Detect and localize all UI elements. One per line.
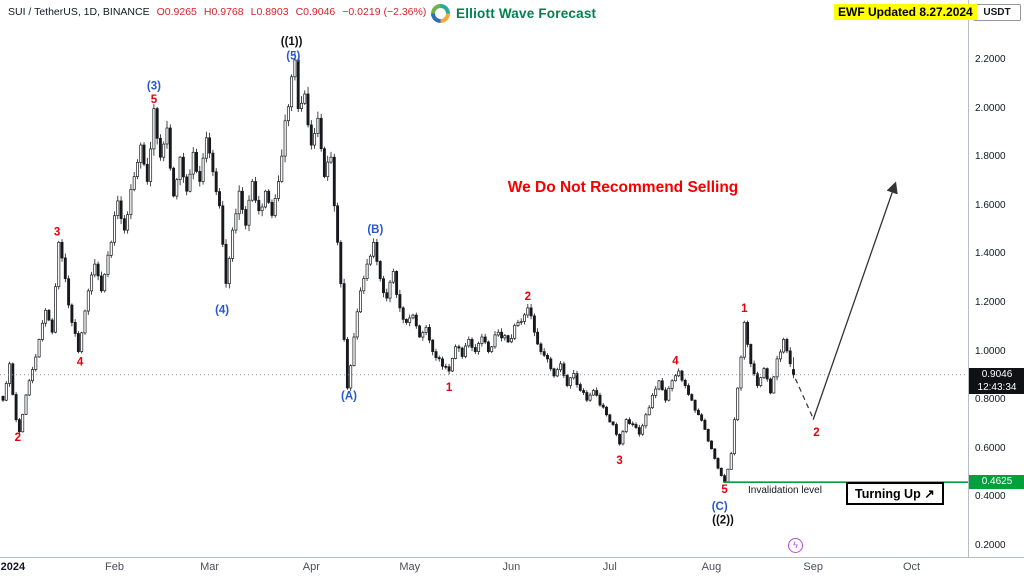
ohlc-high: H0.9768 [203,6,244,18]
price-tick-label: 2.2000 [975,54,1006,65]
current-price-value: 0.9046 [981,368,1013,380]
svg-text:(C): (C) [712,501,728,513]
svg-text:1: 1 [741,303,748,315]
ohlc-low: L0.8903 [250,6,289,18]
price-tick-label: 1.2000 [975,297,1006,308]
ohlc-open: O0.9265 [156,6,197,18]
brand-pie-icon [431,4,450,23]
price-tick-label: 0.8000 [975,394,1006,406]
svg-text:4: 4 [77,357,84,369]
svg-text:(A): (A) [341,391,357,403]
brand-logo: Elliott Wave Forecast [431,4,596,23]
time-axis-label: Jun [502,561,521,573]
invalidation-price-badge: 0.4625 [969,475,1024,490]
time-axis-label: Sep [803,561,823,573]
brand-name: Elliott Wave Forecast [456,6,597,21]
ohlc-close: C0.9046 [295,6,336,18]
event-lightning-icon[interactable]: ϟ [788,538,803,553]
price-tick-label: 1.0000 [975,345,1006,357]
price-axis[interactable]: USDT 0.9046 12:43:34 0.4625 2.2000 2.0000… [968,0,1024,557]
svg-text:1: 1 [446,382,453,394]
time-axis-label: 2024 [0,561,26,573]
time-axis-label: Feb [105,561,124,573]
bar-countdown: 12:43:34 [977,381,1017,393]
svg-text:5: 5 [721,484,728,496]
turning-up-callout: Turning Up ↗ [846,482,944,505]
no-sell-annotation: We Do Not Recommend Selling [507,179,739,196]
svg-text:(3): (3) [147,81,161,93]
symbol-title[interactable]: SUI / TetherUS, 1D, BINANCE [8,6,150,18]
time-axis-label: Mar [200,561,220,573]
time-axis-label: May [399,561,421,573]
svg-text:3: 3 [616,455,622,467]
candlesticks [1,52,795,483]
overlay-lines [0,181,968,484]
symbol-info-bar[interactable]: SUI / TetherUS, 1D, BINANCE O0.9265 H0.9… [8,6,426,18]
time-axis-label: Jul [602,561,617,573]
invalidation-level-label: Invalidation level [748,485,822,496]
time-axis-label: Apr [302,561,320,573]
svg-text:((2)): ((2)) [712,515,734,527]
svg-text:2: 2 [15,432,21,444]
price-tick-label: 0.6000 [975,442,1006,454]
time-axis-label: Aug [701,561,722,573]
price-tick-label: 1.4000 [975,248,1006,260]
price-tick-label: 2.0000 [975,102,1006,114]
currency-label[interactable]: USDT [973,4,1021,21]
svg-text:(5): (5) [286,50,300,62]
svg-text:(4): (4) [215,304,229,316]
price-tick-label: 1.8000 [975,151,1006,163]
svg-text:(B): (B) [367,224,383,236]
time-axis-label: Oct [902,561,921,573]
svg-text:((1)): ((1)) [281,36,303,48]
updated-banner: EWF Updated 8.27.2024 [834,4,977,20]
svg-text:2: 2 [813,427,819,439]
price-tick-label: 0.4000 [975,491,1006,503]
svg-text:2: 2 [525,291,531,303]
time-axis[interactable]: 2024 Feb Mar Apr May Jun Jul Aug Sep Oct [0,557,1024,577]
price-tick-label: 1.6000 [975,199,1006,211]
svg-text:4: 4 [672,355,679,367]
svg-text:3: 3 [54,227,60,239]
price-tick-label: 0.2000 [975,540,1006,551]
current-price-badge: 0.9046 12:43:34 [969,367,1024,394]
price-change: −0.0219 (−2.36%) [342,6,427,18]
svg-text:5: 5 [151,94,158,106]
